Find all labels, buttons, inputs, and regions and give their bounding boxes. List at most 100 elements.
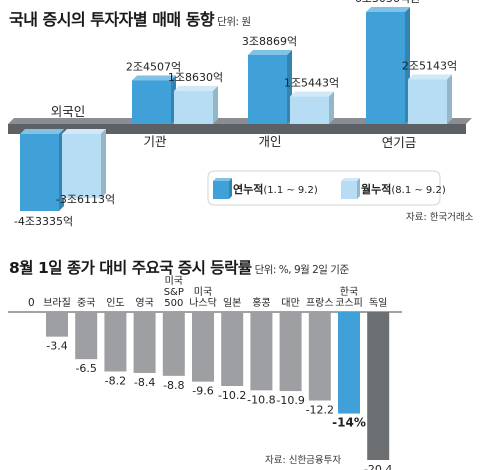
legend-swatch-top bbox=[213, 178, 232, 181]
monthly-bar-top bbox=[174, 85, 218, 91]
monthly-bar-top bbox=[62, 129, 106, 134]
country-label: 중국 bbox=[77, 297, 95, 309]
legend-swatch-top bbox=[341, 178, 360, 181]
bottom-chart-title-text: 8월 1일 종가 대비 주요국 증시 등락률 bbox=[9, 259, 252, 277]
country-label: 프랑스 bbox=[306, 297, 334, 309]
monthly-bar-side bbox=[213, 85, 218, 124]
axis-band bbox=[8, 124, 466, 134]
monthly-bar-front bbox=[408, 79, 447, 124]
country-value-label: -6.5 bbox=[75, 362, 96, 375]
category-label: 연기금 bbox=[382, 135, 417, 150]
annual-bar-front bbox=[248, 54, 287, 124]
country-label: 나스닥 bbox=[189, 297, 217, 309]
monthly-bar-side bbox=[101, 129, 106, 199]
legend-label: 월누적 bbox=[361, 182, 391, 196]
annual-bar bbox=[20, 129, 64, 211]
monthly-value-label: -3조6113억 bbox=[56, 193, 115, 206]
legend-entry: 연누적(1.1 ~ 9.2) bbox=[233, 182, 318, 196]
country-bar bbox=[367, 312, 390, 460]
country-label: 일본 bbox=[223, 297, 241, 309]
zero-label: 0 bbox=[28, 297, 35, 309]
country-bar bbox=[279, 312, 302, 392]
country-label: 500 bbox=[164, 298, 183, 309]
country-value-label: -12.2 bbox=[306, 404, 334, 417]
annual-bar-top bbox=[20, 129, 64, 134]
country-bar bbox=[338, 312, 360, 414]
annual-value-label: 3조8869억 bbox=[242, 35, 297, 48]
country-label: 한국 bbox=[340, 286, 358, 298]
category-label: 외국인 bbox=[51, 104, 86, 119]
monthly-bar-top bbox=[408, 74, 452, 80]
country-bar bbox=[75, 312, 98, 360]
country-bar bbox=[221, 312, 244, 386]
monthly-value-label: 2조5143억 bbox=[402, 59, 457, 72]
axis-band-top bbox=[8, 118, 472, 124]
legend-swatch-side bbox=[229, 178, 232, 199]
country-bar bbox=[104, 312, 127, 372]
monthly-bar-side bbox=[329, 91, 334, 124]
legend-label: 연누적 bbox=[233, 182, 263, 196]
top-chart-title: 국내 증시의 투자자별 매매 동향 단위: 원 bbox=[9, 6, 251, 30]
monthly-bar bbox=[290, 91, 334, 124]
legend-entry: 월누적(8.1 ~ 9.2) bbox=[361, 182, 446, 196]
annual-bar bbox=[248, 49, 292, 124]
monthly-value-label: 1조5443억 bbox=[284, 77, 339, 90]
top-chart-unit: 단위: 원 bbox=[217, 16, 251, 28]
monthly-bar-front bbox=[174, 90, 213, 124]
category-label: 기관 bbox=[143, 134, 167, 149]
annual-bar-top bbox=[248, 49, 292, 55]
country-value-label: -10.9 bbox=[276, 394, 304, 407]
legend: 연누적(1.1 ~ 9.2) 월누적(8.1 ~ 9.2) bbox=[207, 170, 446, 206]
legend-swatch bbox=[213, 178, 232, 199]
country-label: 영국 bbox=[135, 297, 153, 309]
top-chart-source: 자료: 한국거래소 bbox=[406, 212, 474, 223]
country-value-label: -20.4 bbox=[364, 463, 392, 470]
country-value-label: -8.8 bbox=[163, 379, 184, 392]
top-chart-title-text: 국내 증시의 투자자별 매매 동향 bbox=[9, 10, 215, 29]
country-bar bbox=[133, 312, 156, 373]
legend-swatch-side bbox=[357, 178, 360, 199]
country-value-label: -8.4 bbox=[134, 376, 155, 389]
annual-bar-top bbox=[132, 75, 176, 81]
country-bar bbox=[192, 312, 214, 382]
category-label: 개인 bbox=[258, 134, 281, 149]
country-bar bbox=[46, 312, 68, 337]
legend-swatch bbox=[341, 178, 360, 199]
monthly-bar-front bbox=[62, 134, 101, 199]
country-label: 홍콩 bbox=[252, 296, 270, 309]
annual-bar-front bbox=[20, 134, 59, 211]
country-label: 인도 bbox=[106, 297, 124, 309]
monthly-bar-front bbox=[290, 96, 329, 124]
country-value-label: -14% bbox=[332, 416, 366, 430]
annual-value-label: 2조4507억 bbox=[126, 60, 181, 73]
monthly-bar-top bbox=[290, 91, 334, 97]
country-value-label: -9.6 bbox=[192, 385, 213, 398]
country-label: S&P bbox=[164, 287, 184, 298]
country-label: 미국 bbox=[165, 275, 183, 287]
country-label: 미국 bbox=[194, 286, 212, 298]
monthly-bar bbox=[408, 74, 452, 124]
monthly-bar bbox=[62, 129, 106, 199]
legend-range: (8.1 ~ 9.2) bbox=[391, 185, 445, 196]
country-bar bbox=[250, 312, 273, 391]
country-value-label: -8.2 bbox=[105, 374, 126, 387]
annual-bar-front bbox=[366, 12, 405, 124]
legend-box bbox=[207, 170, 441, 206]
legend-range: (1.1 ~ 9.2) bbox=[263, 185, 317, 196]
annual-bar-front bbox=[132, 80, 171, 124]
annual-value-label: -4조3335억 bbox=[14, 215, 73, 228]
monthly-value-label: 1조8630억 bbox=[168, 71, 223, 84]
legend-swatch-front bbox=[213, 181, 229, 199]
country-value-label: -3.4 bbox=[46, 340, 67, 353]
country-label: 코스피 bbox=[335, 297, 363, 309]
country-label: 브라질 bbox=[43, 297, 71, 309]
annual-bar-top bbox=[366, 7, 410, 12]
country-value-label: -10.8 bbox=[247, 393, 275, 406]
country-label: 대만 bbox=[281, 297, 299, 309]
monthly-bar-side bbox=[447, 74, 452, 124]
annual-value-label: 6조3036억원 bbox=[355, 0, 420, 5]
bottom-chart-source: 자료: 신한금융투자 bbox=[265, 455, 342, 466]
country-bar bbox=[308, 312, 331, 401]
